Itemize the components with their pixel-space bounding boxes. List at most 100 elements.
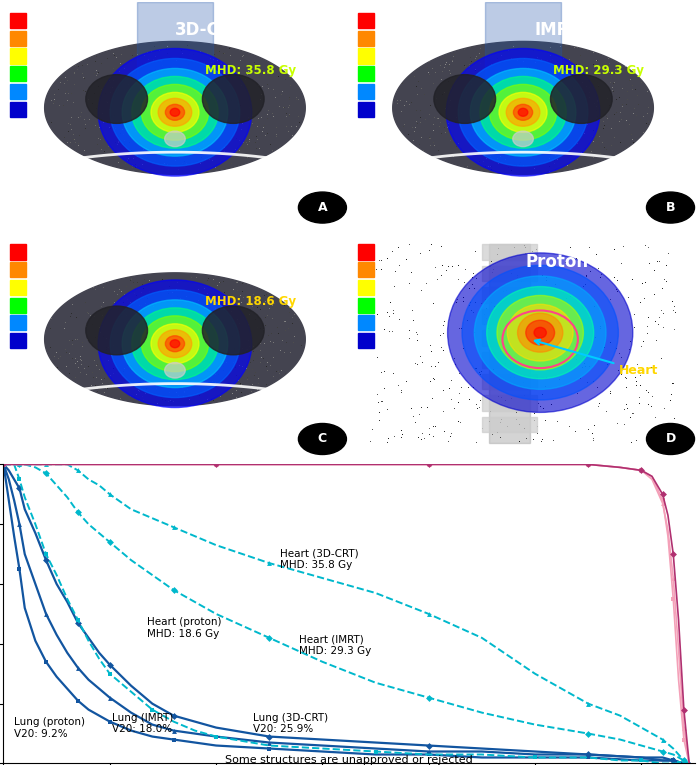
Ellipse shape xyxy=(132,308,218,379)
Text: Proton: Proton xyxy=(526,253,589,271)
Text: MHD: 35.8 Gy: MHD: 35.8 Gy xyxy=(205,63,296,76)
Ellipse shape xyxy=(142,316,209,372)
Text: Proton: Proton xyxy=(178,253,241,271)
Text: B: B xyxy=(666,201,675,214)
Bar xyxy=(482,352,537,367)
Ellipse shape xyxy=(158,99,192,126)
FancyArrow shape xyxy=(138,2,213,123)
Ellipse shape xyxy=(202,306,264,355)
Ellipse shape xyxy=(165,131,185,147)
Ellipse shape xyxy=(434,75,496,123)
Ellipse shape xyxy=(170,340,180,348)
Bar xyxy=(10,13,26,28)
Bar xyxy=(10,48,26,63)
Ellipse shape xyxy=(122,300,228,388)
Text: MHD: 29.3 Gy: MHD: 29.3 Gy xyxy=(553,63,644,76)
Ellipse shape xyxy=(518,109,528,116)
Text: Heart (proton)
MHD: 18.6 Gy: Heart (proton) MHD: 18.6 Gy xyxy=(147,617,221,639)
Ellipse shape xyxy=(151,93,199,132)
Ellipse shape xyxy=(447,253,633,412)
Text: MHD: 18.6 Gy: MHD: 18.6 Gy xyxy=(205,295,296,308)
Polygon shape xyxy=(45,273,305,405)
Circle shape xyxy=(646,424,695,454)
Ellipse shape xyxy=(151,324,199,363)
Ellipse shape xyxy=(165,336,184,352)
Bar xyxy=(359,298,374,313)
Ellipse shape xyxy=(98,280,252,408)
Ellipse shape xyxy=(86,306,147,355)
Ellipse shape xyxy=(98,48,252,176)
Ellipse shape xyxy=(475,276,606,389)
Ellipse shape xyxy=(158,330,192,358)
Text: IMRT: IMRT xyxy=(535,21,580,40)
Text: Lung (IMRT)
V20: 18.0%: Lung (IMRT) V20: 18.0% xyxy=(112,713,173,734)
Text: 3D-CRT: 3D-CRT xyxy=(175,21,244,40)
Text: C: C xyxy=(318,432,327,445)
Polygon shape xyxy=(45,41,305,174)
Bar xyxy=(359,333,374,348)
Bar xyxy=(10,333,26,348)
Ellipse shape xyxy=(507,304,573,361)
Bar xyxy=(359,315,374,330)
Text: Some structures are unapproved or rejected: Some structures are unapproved or reject… xyxy=(225,756,473,765)
Ellipse shape xyxy=(202,75,264,123)
Bar xyxy=(359,67,374,81)
Ellipse shape xyxy=(480,76,566,148)
Ellipse shape xyxy=(487,287,594,379)
Ellipse shape xyxy=(446,48,600,176)
Text: Heart (IMRT)
MHD: 29.3 Gy: Heart (IMRT) MHD: 29.3 Gy xyxy=(299,635,371,656)
Circle shape xyxy=(299,424,346,454)
Text: Lung (3D-CRT)
V20: 25.9%: Lung (3D-CRT) V20: 25.9% xyxy=(253,713,329,734)
Ellipse shape xyxy=(470,68,576,156)
Ellipse shape xyxy=(526,321,555,345)
Bar xyxy=(359,245,374,259)
Text: Heart: Heart xyxy=(535,340,658,377)
Text: Heart (3D-CRT)
MHD: 35.8 Gy: Heart (3D-CRT) MHD: 35.8 Gy xyxy=(280,549,359,570)
Bar xyxy=(359,48,374,63)
Bar xyxy=(10,31,26,46)
Bar xyxy=(359,13,374,28)
Ellipse shape xyxy=(110,58,240,166)
Ellipse shape xyxy=(499,93,547,132)
Ellipse shape xyxy=(462,265,618,400)
Text: Lung (proton)
V20: 9.2%: Lung (proton) V20: 9.2% xyxy=(14,717,85,739)
Bar xyxy=(482,396,537,411)
Ellipse shape xyxy=(551,75,612,123)
Ellipse shape xyxy=(165,363,185,378)
Circle shape xyxy=(646,192,695,223)
Bar xyxy=(10,262,26,277)
Ellipse shape xyxy=(517,313,563,352)
Ellipse shape xyxy=(122,68,228,156)
Circle shape xyxy=(299,192,346,223)
Ellipse shape xyxy=(497,295,584,369)
Ellipse shape xyxy=(110,290,240,398)
Bar xyxy=(359,102,374,117)
Bar xyxy=(10,280,26,295)
Ellipse shape xyxy=(142,84,209,140)
Ellipse shape xyxy=(534,327,547,338)
Bar xyxy=(10,245,26,259)
Ellipse shape xyxy=(165,104,184,120)
Bar xyxy=(359,280,374,295)
Bar xyxy=(482,287,537,303)
Bar xyxy=(482,417,537,432)
Bar xyxy=(10,67,26,81)
Bar xyxy=(482,330,537,346)
Bar xyxy=(10,84,26,99)
Ellipse shape xyxy=(513,131,533,147)
Ellipse shape xyxy=(506,99,540,126)
Bar xyxy=(359,84,374,99)
Ellipse shape xyxy=(458,58,588,166)
Ellipse shape xyxy=(132,76,218,148)
Bar xyxy=(359,262,374,277)
Polygon shape xyxy=(393,41,653,174)
Ellipse shape xyxy=(170,109,180,116)
Text: D: D xyxy=(665,432,676,445)
Bar xyxy=(359,31,374,46)
Bar xyxy=(482,309,537,324)
Bar xyxy=(482,373,537,389)
Bar xyxy=(10,102,26,117)
Ellipse shape xyxy=(489,84,556,140)
Text: A: A xyxy=(318,201,327,214)
Bar xyxy=(10,315,26,330)
